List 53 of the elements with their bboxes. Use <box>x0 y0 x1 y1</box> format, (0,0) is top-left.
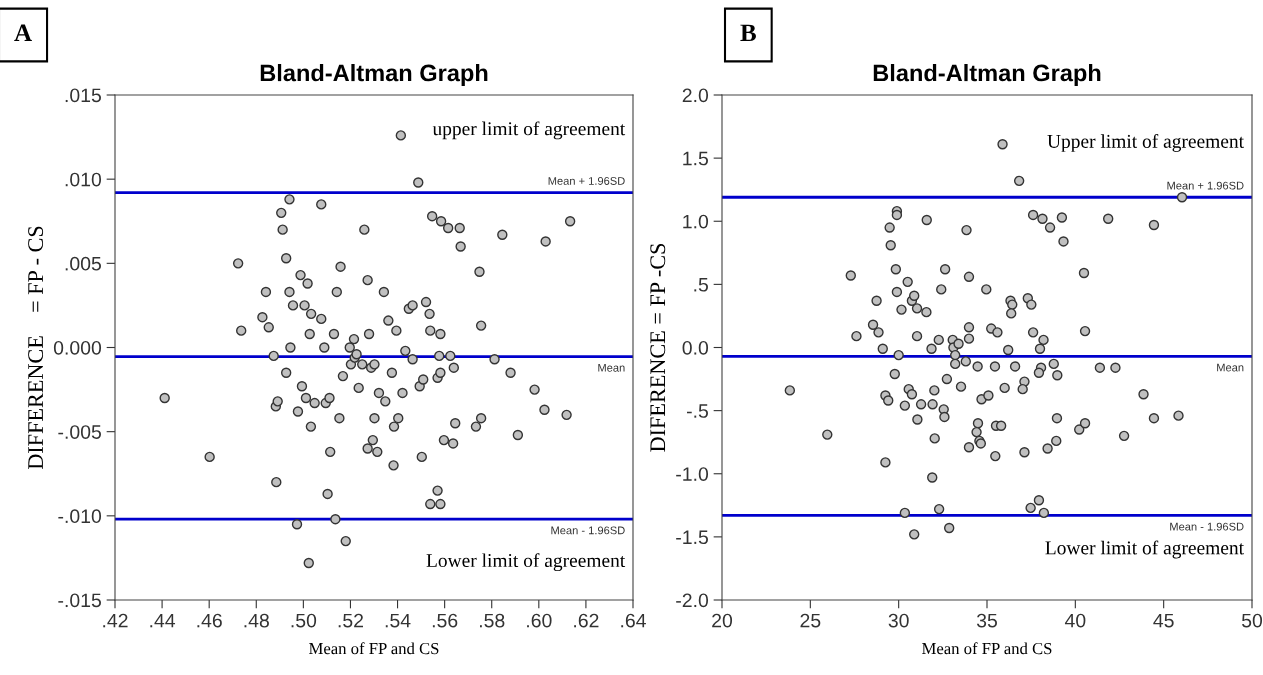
x-tick-label: .60 <box>527 613 552 628</box>
ref-line-label: Mean - 1.96SD <box>551 526 625 535</box>
x-tick-label: .62 <box>574 613 599 628</box>
y-axis-title: DIFFERENCE = FP - CS <box>28 226 44 470</box>
y-tick-label: 2.0 <box>682 88 709 103</box>
y-tick-label: -1.0 <box>676 467 709 481</box>
x-tick-label: 25 <box>800 613 821 628</box>
y-tick-label: -.010 <box>58 509 102 524</box>
annotation: Lower limit of agreement <box>426 553 626 572</box>
y-tick-label: 0.000 <box>53 340 102 355</box>
x-tick-label: .42 <box>103 613 128 628</box>
x-tick-label: 30 <box>888 613 909 628</box>
x-tick-label: .44 <box>150 613 176 628</box>
y-tick-label: .005 <box>65 256 101 271</box>
y-tick-label: -.015 <box>58 593 101 608</box>
ref-line-label: Mean + 1.96SD <box>1167 181 1244 190</box>
annotation: Upper limit of agreement <box>1047 134 1244 152</box>
text: B <box>740 24 756 42</box>
y-tick-label: -.005 <box>58 425 101 439</box>
x-tick-label: .58 <box>479 613 505 628</box>
x-tick-label: .48 <box>244 613 269 628</box>
x-tick-label: 35 <box>976 613 997 628</box>
x-tick-label: 40 <box>1064 613 1086 628</box>
x-tick-label: 45 <box>1153 613 1174 628</box>
x-tick-label: .50 <box>291 613 317 628</box>
x-axis-title: Mean of FP and CS <box>922 642 1052 655</box>
text: A <box>14 24 32 42</box>
y-tick-label: .010 <box>65 172 102 187</box>
y-tick-label: -2.0 <box>676 593 709 608</box>
x-tick-label: .56 <box>432 613 458 628</box>
y-tick-label: -.5 <box>686 404 708 418</box>
x-tick-label: .54 <box>385 613 411 628</box>
x-tick-label: 50 <box>1241 613 1263 628</box>
chart-title: Bland-Altman Graph <box>260 64 488 87</box>
y-tick-label: 1.5 <box>683 151 708 166</box>
x-tick-label: .46 <box>197 613 222 628</box>
ref-line-label: Mean <box>1217 363 1244 372</box>
y-tick-label: .5 <box>694 278 708 292</box>
y-tick-label: -1.5 <box>676 530 708 545</box>
ref-line-label: Mean - 1.96SD <box>1170 522 1244 531</box>
ref-line-label: Mean <box>598 363 625 372</box>
ref-line-label: Mean + 1.96SD <box>548 177 625 185</box>
y-tick-label: 0.0 <box>682 340 709 355</box>
chart-title: Bland-Altman Graph <box>873 64 1101 87</box>
y-tick-label: .015 <box>65 88 101 103</box>
annotation: Lower limit of agreement <box>1045 540 1244 559</box>
annotation: upper limit of agreement <box>432 121 626 140</box>
y-axis-title: DIFERENCE = FP -CS <box>650 243 666 452</box>
x-axis-title: Mean of FP and CS <box>309 642 439 655</box>
y-tick-label: 1.0 <box>683 214 709 229</box>
x-tick-label: .64 <box>621 613 646 628</box>
x-tick-label: .52 <box>338 613 363 628</box>
x-tick-label: 20 <box>712 613 733 628</box>
